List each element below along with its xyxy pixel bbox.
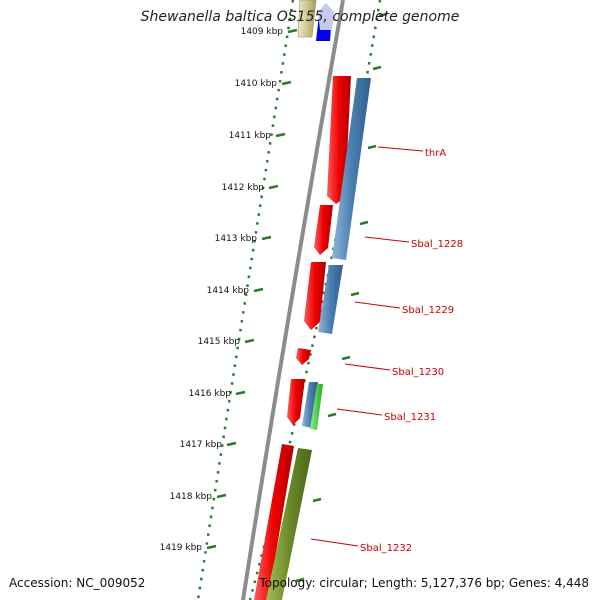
scale-tick xyxy=(268,184,279,190)
gene-label[interactable]: Sbal_1232 xyxy=(360,543,412,554)
scale-tick-label: 1409 kbp xyxy=(241,27,284,37)
gene-leader-line xyxy=(364,236,410,243)
gene-label-group: thrA Sbal_1228 Sbal_1229 Sbal_1230 Sbal_1231… xyxy=(310,146,463,554)
outer-ring-tick xyxy=(359,220,369,226)
feature-khaki-top xyxy=(297,0,317,38)
outer-ring-tick xyxy=(341,355,351,361)
scale-tick xyxy=(275,132,286,138)
outer-ring-tick xyxy=(295,577,305,583)
scale-tick xyxy=(253,287,264,293)
scale-tick xyxy=(235,390,246,396)
scale-tick-label: 1416 kbp xyxy=(189,389,232,399)
feature-red-4 xyxy=(296,348,311,365)
scale-tick-label: 1413 kbp xyxy=(215,234,258,244)
scale-tick-label: 1410 kbp xyxy=(235,79,278,89)
scale-tick xyxy=(287,28,298,34)
feature-red-2 xyxy=(314,205,333,255)
scale-tick-label: 1418 kbp xyxy=(170,492,213,502)
feature-olive-1 xyxy=(266,448,312,600)
gene-label[interactable]: Sbal_1230 xyxy=(392,367,444,378)
gene-leader-line xyxy=(344,363,391,371)
scale-tick xyxy=(244,338,255,344)
scale-tick xyxy=(281,80,292,86)
tick-group: 1409 kbp 1410 kbp 1411 kbp 1412 kbp 1413 kbp… xyxy=(160,12,388,583)
feature-green-1 xyxy=(310,384,323,430)
outer-ring-tick xyxy=(378,12,388,18)
feature-blue-2 xyxy=(318,265,343,334)
gene-leader-line xyxy=(310,538,359,547)
scale-tick-label: 1415 kbp xyxy=(198,337,241,347)
topology-summary: Topology: circular; Length: 5,127,376 bp… xyxy=(259,576,589,590)
scale-tick-label: 1419 kbp xyxy=(160,543,203,553)
scale-tick-label: 1412 kbp xyxy=(222,183,265,193)
feature-red-3 xyxy=(304,262,326,330)
gene-label[interactable]: Sbal_1228 xyxy=(411,239,463,250)
outer-ring-tick xyxy=(372,65,382,71)
outer-ring-tick xyxy=(312,497,322,503)
feature-blue-3 xyxy=(302,382,318,428)
inner-dotted-ring xyxy=(196,0,295,600)
feature-red-6 xyxy=(254,444,294,600)
scale-tick xyxy=(226,441,237,447)
scale-tick-label: 1417 kbp xyxy=(180,440,223,450)
outer-ring-tick xyxy=(327,412,337,418)
genome-backbone xyxy=(241,0,345,600)
gene-leader-line xyxy=(377,146,424,152)
feature-lavender-arrow xyxy=(318,3,334,30)
gene-label[interactable]: Sbal_1231 xyxy=(384,412,436,423)
outer-ring-tick xyxy=(367,144,377,150)
scale-tick-label: 1414 kbp xyxy=(207,286,250,296)
gene-leader-line xyxy=(354,301,401,309)
scale-tick-label: 1411 kbp xyxy=(229,131,272,141)
scale-tick xyxy=(216,493,227,499)
outer-ring-tick xyxy=(350,291,360,297)
gene-label[interactable]: Sbal_1229 xyxy=(402,305,454,316)
feature-blue-1 xyxy=(332,78,371,260)
gene-label[interactable]: thrA xyxy=(425,148,446,159)
genome-title: Shewanella baltica OS155, complete genom… xyxy=(140,9,460,25)
feature-red-5 xyxy=(287,379,305,425)
gene-leader-line xyxy=(336,408,383,416)
scale-tick xyxy=(261,235,272,241)
accession-text: Accession: NC_009052 xyxy=(9,576,146,590)
scale-tick xyxy=(206,544,217,550)
